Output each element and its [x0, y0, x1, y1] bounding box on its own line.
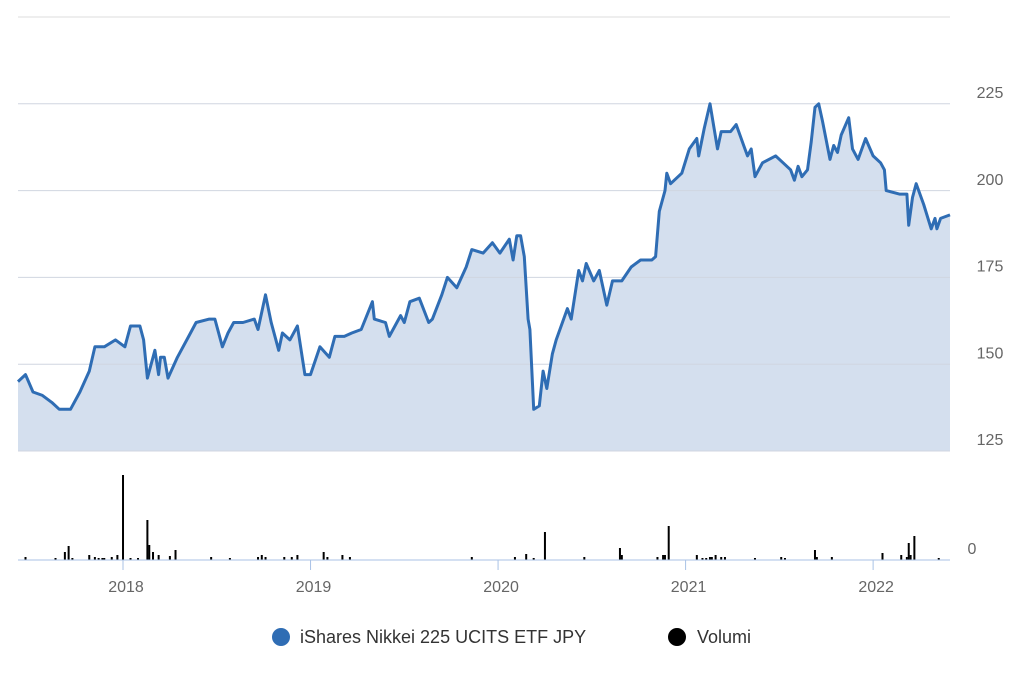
- y2-tick-label: 0: [968, 541, 977, 558]
- x-tick-label: 2019: [296, 579, 332, 596]
- volume-bar: [210, 557, 213, 560]
- volume-bar: [137, 558, 140, 560]
- volume-bar: [174, 550, 177, 560]
- volume-bar: [783, 558, 786, 560]
- volume-bar: [907, 543, 910, 560]
- volume-bar: [900, 555, 903, 560]
- volume-bar: [290, 557, 293, 560]
- volume-bar: [881, 553, 884, 560]
- volume-bar: [543, 532, 546, 560]
- volume-bar: [695, 555, 698, 560]
- volume-bar: [54, 558, 57, 560]
- volume-bar: [157, 555, 160, 560]
- y-tick-label: 200: [977, 172, 1004, 189]
- volume-bar: [909, 555, 912, 560]
- volume-bar: [152, 552, 155, 560]
- legend-marker: [668, 628, 686, 646]
- volume-bar: [326, 557, 329, 560]
- legend-label: Volumi: [697, 627, 751, 647]
- volume-bar: [63, 552, 66, 560]
- volume-bar: [116, 555, 119, 560]
- volume-bar: [714, 555, 717, 560]
- volume-bar: [723, 557, 726, 560]
- volume-bar: [815, 557, 818, 560]
- volume-bar: [705, 558, 708, 560]
- volume-bar: [937, 558, 940, 560]
- y-tick-label: 225: [977, 85, 1004, 102]
- y-tick-label: 125: [977, 432, 1004, 449]
- volume-bar: [710, 557, 713, 560]
- volume-bar: [283, 557, 286, 560]
- volume-bar: [168, 556, 171, 560]
- price-line: [16, 102, 951, 411]
- volume-bar: [264, 557, 267, 560]
- volume-bar: [663, 555, 666, 560]
- volume-bar: [905, 557, 908, 560]
- volume-bar: [97, 558, 100, 560]
- legend: iShares Nikkei 225 UCITS ETF JPY Volumi: [272, 627, 751, 647]
- y-tick-label: 150: [977, 345, 1004, 362]
- volume-bar: [122, 475, 125, 560]
- legend-marker: [272, 628, 290, 646]
- volume-bar: [830, 557, 833, 560]
- volume-bar: [67, 546, 70, 560]
- volume-bar: [662, 555, 665, 560]
- volume-bar: [103, 558, 106, 560]
- volume-bar: [88, 555, 91, 560]
- volume-bar: [513, 557, 516, 560]
- volume-bar: [701, 558, 704, 560]
- volume-bar: [780, 557, 783, 560]
- y-tick-label: 175: [977, 259, 1004, 276]
- volume-bar: [24, 557, 27, 560]
- volume-bar: [228, 558, 231, 560]
- volume-bar: [720, 557, 723, 560]
- x-tick-label: 2020: [483, 579, 519, 596]
- volume-bar: [525, 554, 528, 560]
- volume-bar: [348, 557, 351, 560]
- volume-bar: [753, 558, 756, 560]
- volume-bar: [110, 557, 113, 560]
- volume-bar: [296, 555, 299, 560]
- volume-bar: [71, 558, 74, 560]
- volume-bar: [257, 557, 260, 560]
- volume-bar: [813, 550, 816, 560]
- volume-bar: [341, 555, 344, 560]
- volume-bar: [93, 557, 96, 560]
- x-tick-label: 2018: [108, 579, 144, 596]
- volume-bar: [708, 557, 711, 560]
- volume-bar: [148, 545, 151, 560]
- volume-bar: [913, 536, 916, 560]
- volume-bar: [667, 526, 670, 560]
- volume-bar: [129, 558, 132, 560]
- volume-bar: [620, 555, 623, 560]
- volume-bar: [470, 557, 473, 560]
- volume-bar: [532, 558, 535, 560]
- volume-bar: [260, 555, 263, 560]
- volume-bar: [583, 557, 586, 560]
- legend-label: iShares Nikkei 225 UCITS ETF JPY: [300, 627, 586, 647]
- volume-bar: [322, 552, 325, 560]
- x-tick-label: 2022: [858, 579, 894, 596]
- volume-bar: [101, 558, 104, 560]
- volume-bar: [656, 557, 659, 560]
- volume-bar: [146, 520, 149, 560]
- x-tick-label: 2021: [671, 579, 707, 596]
- volume-bar: [618, 548, 621, 560]
